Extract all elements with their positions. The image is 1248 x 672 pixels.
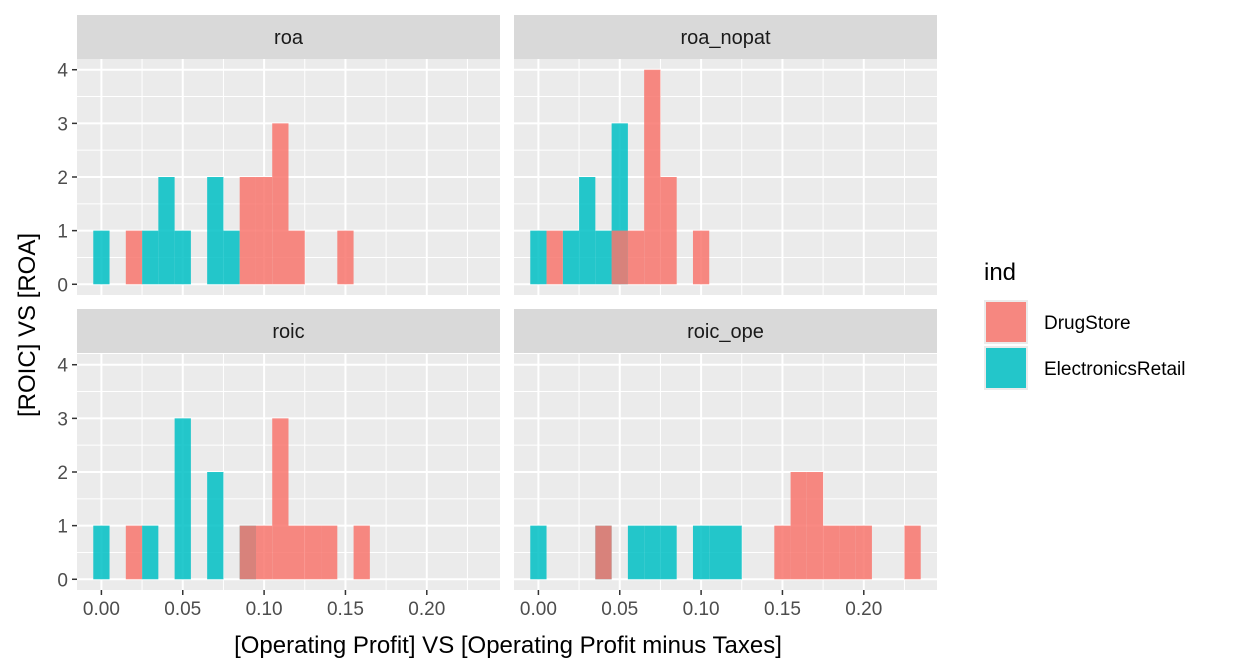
histogram-bar-DrugStore [272, 418, 289, 580]
histogram-bar-DrugStore [855, 525, 872, 580]
y-tick-label: 4 [57, 356, 68, 377]
x-tick-label: 0.10 [246, 599, 283, 620]
histogram-bar-ElectronicsRetail [660, 525, 677, 580]
histogram-bar-DrugStore [644, 69, 661, 285]
histogram-bar-ElectronicsRetail [579, 177, 596, 285]
legend-key-swatch [986, 302, 1026, 342]
histogram-bar-ElectronicsRetail [223, 230, 240, 285]
x-axis-title: [Operating Profit] VS [Operating Profit … [234, 632, 782, 659]
facet-strip [77, 15, 500, 59]
x-tick-label: 0.00 [520, 599, 557, 620]
histogram-bar-DrugStore [627, 230, 645, 285]
facet-panel-roa_nopat: roa_nopat [514, 15, 937, 295]
y-tick-label: 4 [57, 61, 68, 82]
facet-strip [77, 309, 500, 353]
histogram-bar-DrugStore [353, 525, 370, 580]
histogram-bar-DrugStore [546, 230, 563, 285]
facet-strip [514, 309, 937, 353]
facet-strip-label: roa_nopat [680, 27, 771, 49]
histogram-bar-ElectronicsRetail [562, 230, 580, 285]
y-tick-label: 2 [57, 168, 68, 189]
facet-panel-roic_ope: roic_ope 0.00 0.05 0.10 0.15 0.20 [514, 309, 937, 620]
y-axis-title: [ROIC] VS [ROA] [14, 233, 41, 417]
histogram-bar-ElectronicsRetail [207, 472, 224, 580]
histogram-bar-DrugStore [239, 177, 256, 285]
y-tick-label: 1 [57, 222, 68, 243]
y-tick-label: 2 [57, 463, 68, 484]
facet-strip-label: roic_ope [687, 321, 764, 343]
histogram-bar-DrugStore [125, 230, 143, 285]
legend: ind DrugStore ElectronicsRetail [984, 259, 1186, 390]
y-tick-label: 3 [57, 114, 68, 135]
histogram-bar-DrugStore [125, 525, 143, 580]
histogram-bar-DrugStore [321, 525, 338, 580]
x-tick-label: 0.20 [408, 599, 445, 620]
histogram-bar-DrugStore [272, 123, 289, 285]
x-tick-label: 0.15 [327, 599, 364, 620]
histogram-bar-DrugStore [790, 472, 807, 580]
histogram-bar-ElectronicsRetail [207, 177, 224, 285]
y-tick-label: 0 [57, 275, 68, 296]
histogram-bar-ElectronicsRetail [93, 230, 110, 285]
histogram-bar-ElectronicsRetail [158, 177, 175, 285]
histogram-bar-ElectronicsRetail [142, 525, 159, 580]
histogram-bar-DrugStore [611, 230, 628, 285]
x-tick-label: 0.05 [601, 599, 638, 620]
histogram-bar-ElectronicsRetail [595, 230, 612, 285]
y-tick-label: 3 [57, 409, 68, 430]
x-tick-label: 0.20 [845, 599, 882, 620]
facet-strip-label: roic [272, 321, 304, 343]
histogram-bar-ElectronicsRetail [530, 230, 547, 285]
histogram-bar-DrugStore [904, 525, 921, 580]
histogram-bar-ElectronicsRetail [692, 525, 710, 580]
histogram-bar-DrugStore [660, 177, 677, 285]
legend-label: DrugStore [1044, 313, 1131, 334]
histogram-bar-DrugStore [595, 525, 612, 580]
histogram-bar-DrugStore [839, 525, 856, 580]
histogram-bar-ElectronicsRetail [627, 525, 645, 580]
y-tick-label: 1 [57, 517, 68, 538]
histogram-bar-ElectronicsRetail [530, 525, 547, 580]
facet-panel-roic: roic 0 1 2 3 4 0.00 0.05 0.10 0.15 0.20 [57, 309, 500, 620]
histogram-bar-DrugStore [255, 177, 273, 285]
histogram-bar-DrugStore [288, 230, 305, 285]
histogram-bar-DrugStore [806, 472, 824, 580]
histogram-bar-ElectronicsRetail [174, 230, 191, 285]
histogram-bar-DrugStore [239, 525, 256, 580]
x-tick-label: 0.10 [683, 599, 720, 620]
histogram-bar-DrugStore [255, 525, 273, 580]
histogram-bar-ElectronicsRetail [709, 525, 726, 580]
histogram-bar-DrugStore [288, 525, 305, 580]
x-tick-label: 0.15 [764, 599, 801, 620]
histogram-bar-ElectronicsRetail [93, 525, 110, 580]
histogram-bar-DrugStore [692, 230, 710, 285]
legend-entries: DrugStore ElectronicsRetail [984, 300, 1186, 390]
histogram-bar-DrugStore [337, 230, 354, 285]
x-tick-label: 0.05 [164, 599, 201, 620]
x-tick-label: 0.00 [83, 599, 120, 620]
histogram-bar-ElectronicsRetail [142, 230, 159, 285]
facet-strip [514, 15, 937, 59]
histogram-bar-ElectronicsRetail [644, 525, 661, 580]
histogram-bar-DrugStore [774, 525, 791, 580]
histogram-bar-ElectronicsRetail [174, 418, 191, 580]
facet-strip-label: roa [274, 27, 304, 49]
histogram-bar-ElectronicsRetail [725, 525, 742, 580]
legend-key-swatch [986, 348, 1026, 388]
y-tick-label: 0 [57, 570, 68, 591]
histogram-bar-DrugStore [304, 525, 322, 580]
legend-label: ElectronicsRetail [1044, 359, 1186, 380]
facet-panel-roa: roa 0 1 2 3 4 [57, 15, 500, 296]
histogram-bar-DrugStore [823, 525, 840, 580]
legend-title: ind [984, 259, 1016, 286]
